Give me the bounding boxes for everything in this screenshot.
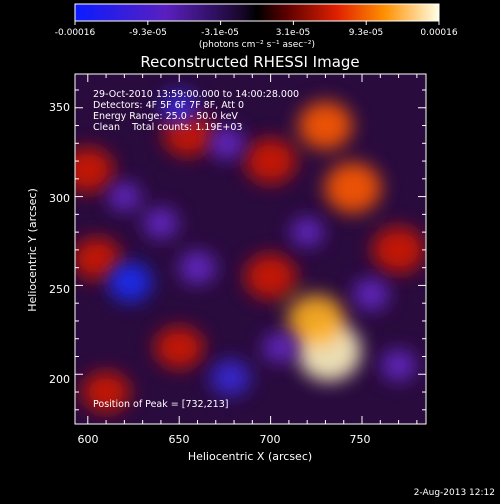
cold-spot bbox=[107, 182, 141, 212]
hot-spot bbox=[154, 326, 204, 369]
cold-spot bbox=[143, 207, 179, 239]
annotation-time-range: 29-Oct-2010 13:59:00.000 to 14:00:28.000 bbox=[93, 89, 299, 100]
annotation-peak-position: Position of Peak = [732,213] bbox=[93, 399, 228, 410]
plot-frame bbox=[74, 73, 427, 425]
date-stamp: 2-Aug-2013 12:12 bbox=[414, 488, 495, 498]
colorbar-tick-3: 3.1e-05 bbox=[276, 28, 311, 38]
y-tick-label: 300 bbox=[49, 192, 70, 205]
hot-spot bbox=[75, 147, 114, 193]
hot-spot bbox=[372, 226, 425, 274]
colorbar-tick-5: 0.00016 bbox=[420, 28, 457, 38]
hot-spot bbox=[298, 101, 353, 150]
colorbar-tick-4: 9.3e-05 bbox=[349, 28, 384, 38]
cold-spot bbox=[210, 359, 251, 396]
y-tick-label: 350 bbox=[49, 101, 70, 114]
cold-spot bbox=[178, 251, 216, 285]
axis-ticks bbox=[75, 74, 426, 424]
hot-spot bbox=[244, 138, 297, 184]
annotation-energy: Energy Range: 25.0 - 50.0 keV bbox=[93, 111, 238, 122]
cold-spot bbox=[353, 278, 390, 311]
hot-spot bbox=[244, 254, 297, 300]
cold-spot bbox=[208, 127, 245, 160]
x-tick-label: 700 bbox=[260, 433, 281, 446]
x-tick-label: 600 bbox=[78, 433, 99, 446]
annotation-method: Clean Total counts: 1.19E+03 bbox=[93, 122, 242, 133]
cold-spot bbox=[262, 332, 297, 363]
hot-spot bbox=[324, 162, 382, 214]
hot-spot bbox=[287, 294, 346, 348]
heatmap-cold-layer bbox=[107, 90, 417, 396]
x-tick-label: 650 bbox=[169, 433, 190, 446]
colorbar-tick-1: -9.3e-05 bbox=[129, 28, 167, 38]
hot-spot bbox=[82, 371, 130, 413]
x-tick-label: 750 bbox=[350, 433, 371, 446]
colorbar-tick-0: -0.00016 bbox=[55, 28, 96, 38]
colorbar-unit-label: (photons cm⁻² s⁻¹ asec⁻²) bbox=[199, 40, 315, 50]
cold-spot bbox=[381, 349, 417, 381]
chart-title: Reconstructed RHESSI Image bbox=[140, 53, 359, 71]
plot-background bbox=[75, 74, 426, 424]
colorbar-tick-2: -3.1e-05 bbox=[201, 28, 239, 38]
x-axis-label: Heliocentric X (arcsec) bbox=[188, 450, 312, 463]
y-tick-label: 250 bbox=[49, 283, 70, 296]
annotation-detectors: Detectors: 4F 5F 6F 7F 8F, Att 0 bbox=[93, 100, 244, 111]
cold-spot bbox=[290, 217, 324, 247]
y-tick-label: 200 bbox=[49, 373, 70, 386]
colorbar-ticks bbox=[74, 21, 440, 25]
cold-spot bbox=[160, 90, 199, 125]
cold-spot bbox=[107, 261, 152, 302]
hot-spot bbox=[75, 237, 122, 280]
heatmap-layer bbox=[75, 101, 425, 413]
colorbar bbox=[74, 3, 440, 22]
y-axis-label: Heliocentric Y (arcsec) bbox=[26, 188, 39, 312]
